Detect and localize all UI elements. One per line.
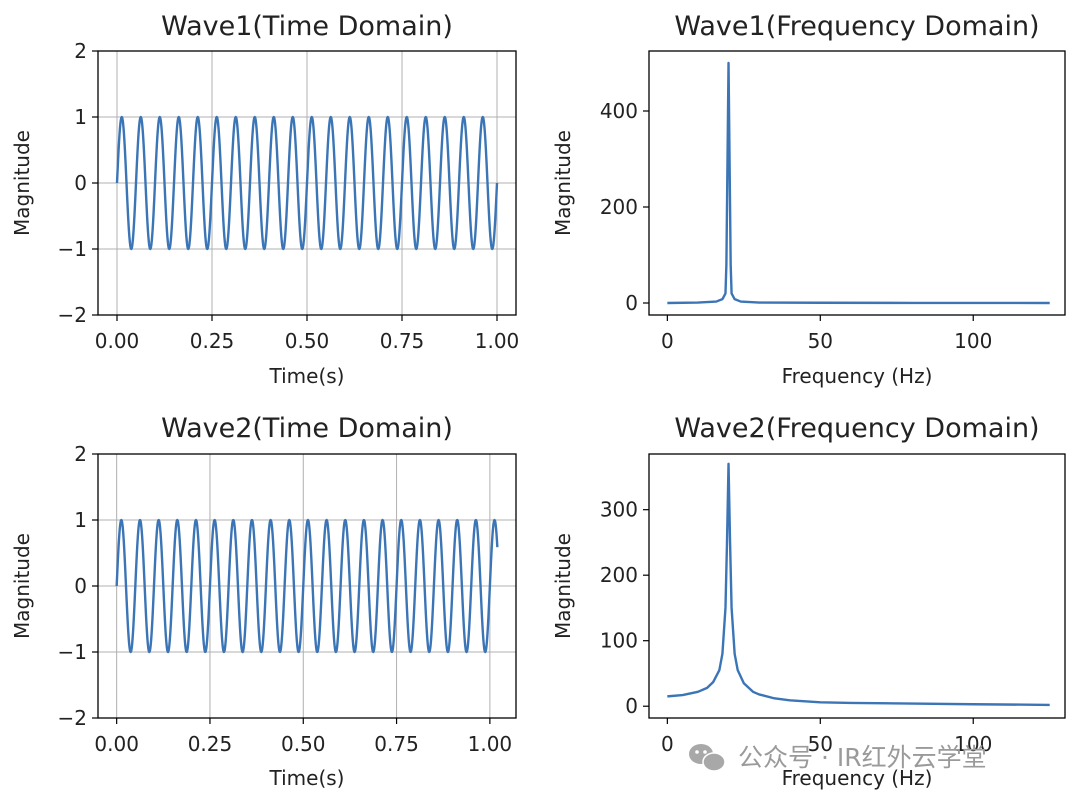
tick-layer: 0 50 100 0 100 200 300 xyxy=(600,498,993,756)
y-tick-label: 300 xyxy=(600,498,638,522)
y-tick-label: −1 xyxy=(58,237,87,261)
y-axis-label: Magnitude xyxy=(551,533,575,639)
y-tick-label: 1 xyxy=(74,105,87,129)
series-line-wave1-spectrum xyxy=(667,61,1050,305)
wechat-icon xyxy=(689,744,726,772)
x-tick-label: 50 xyxy=(808,732,833,756)
x-tick-label: 0.50 xyxy=(281,732,326,756)
chart-title: Wave1(Time Domain) xyxy=(161,11,453,42)
x-tick-label: 1.00 xyxy=(475,329,520,353)
x-tick-label: 0.50 xyxy=(285,329,330,353)
x-tick-label: 50 xyxy=(808,329,833,353)
x-tick-label: 0.75 xyxy=(374,732,419,756)
tick-layer: 0.00 0.25 0.50 0.75 1.00 −2 −1 0 1 2 xyxy=(58,39,520,353)
chart-title: Wave2(Frequency Domain) xyxy=(674,413,1039,444)
watermark: 公众号 · IR红外云学堂 xyxy=(689,743,987,772)
x-tick-label: 0.00 xyxy=(95,329,140,353)
y-tick-label: 2 xyxy=(74,39,87,63)
x-tick-label: 1.00 xyxy=(468,732,513,756)
x-tick-label: 100 xyxy=(954,732,992,756)
series-line-wave2-spectrum xyxy=(667,462,1050,707)
x-axis-label: Time(s) xyxy=(269,364,345,388)
y-tick-label: 2 xyxy=(74,442,87,466)
axes-frame xyxy=(648,50,1066,316)
series-layer xyxy=(667,462,1050,707)
y-tick-label: −2 xyxy=(58,303,87,327)
series-layer xyxy=(667,61,1050,305)
y-tick-label: 1 xyxy=(74,508,87,532)
panel-wave2-freq: Wave2(Frequency Domain) 0 50 100 0 100 200 300… xyxy=(551,413,1066,790)
x-tick-label: 0.25 xyxy=(190,329,235,353)
x-tick-label: 100 xyxy=(954,329,992,353)
y-tick-label: 0 xyxy=(625,694,638,718)
x-axis-label: Frequency (Hz) xyxy=(782,364,933,388)
x-tick-label: 0 xyxy=(661,732,674,756)
series-layer xyxy=(115,518,499,654)
panel-wave1-time: Wave1(Time Domain) 0.00 0.25 0.50 0.75 1.00 −… xyxy=(10,11,519,388)
series-line-wave2 xyxy=(115,518,499,654)
x-tick-label: 0.00 xyxy=(94,732,139,756)
y-tick-label: 200 xyxy=(600,195,638,219)
x-tick-label: 0 xyxy=(661,329,674,353)
tick-layer: 0 50 100 0 200 400 xyxy=(600,99,993,353)
y-tick-label: 100 xyxy=(600,629,638,653)
y-tick-label: 0 xyxy=(625,291,638,315)
chart-title: Wave2(Time Domain) xyxy=(161,413,453,444)
axes-frame xyxy=(648,453,1066,719)
y-tick-label: −2 xyxy=(58,706,87,730)
series-line-wave1 xyxy=(115,115,499,251)
y-axis-label: Magnitude xyxy=(10,533,34,639)
y-tick-label: 0 xyxy=(74,574,87,598)
y-tick-label: 400 xyxy=(600,99,638,123)
x-tick-label: 0.75 xyxy=(380,329,425,353)
y-tick-label: 200 xyxy=(600,563,638,587)
y-tick-label: −1 xyxy=(58,640,87,664)
panel-wave2-time: Wave2(Time Domain) 0.00 0.25 0.50 0.75 1.00 −… xyxy=(10,413,517,790)
y-axis-label: Magnitude xyxy=(10,130,34,236)
series-layer xyxy=(115,115,499,251)
y-axis-label: Magnitude xyxy=(551,130,575,236)
panel-wave1-freq: Wave1(Frequency Domain) 0 50 100 0 200 400 Fr… xyxy=(551,11,1066,388)
tick-layer: 0.00 0.25 0.50 0.75 1.00 −2 −1 0 1 2 xyxy=(58,442,513,756)
x-axis-label: Time(s) xyxy=(269,766,345,790)
watermark-text: 公众号 · IR红外云学堂 xyxy=(738,743,987,772)
x-tick-label: 0.25 xyxy=(188,732,233,756)
y-tick-label: 0 xyxy=(74,171,87,195)
x-axis-label: Frequency (Hz) xyxy=(782,766,933,790)
chart-title: Wave1(Frequency Domain) xyxy=(674,11,1039,42)
